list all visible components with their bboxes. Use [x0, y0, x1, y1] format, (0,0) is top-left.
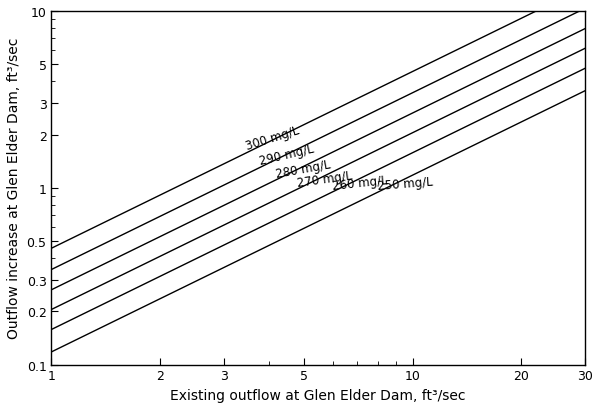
Text: 280 mg/L: 280 mg/L [274, 157, 331, 180]
Text: 270 mg/L: 270 mg/L [296, 169, 353, 189]
Y-axis label: Outflow increase at Glen Elder Dam, ft³/sec: Outflow increase at Glen Elder Dam, ft³/… [7, 38, 21, 339]
Text: 290 mg/L: 290 mg/L [258, 142, 315, 168]
X-axis label: Existing outflow at Glen Elder Dam, ft³/sec: Existing outflow at Glen Elder Dam, ft³/… [170, 388, 466, 402]
Text: 260 mg/L: 260 mg/L [331, 173, 388, 192]
Text: 300 mg/L: 300 mg/L [244, 124, 301, 153]
Text: 250 mg/L: 250 mg/L [377, 175, 433, 193]
